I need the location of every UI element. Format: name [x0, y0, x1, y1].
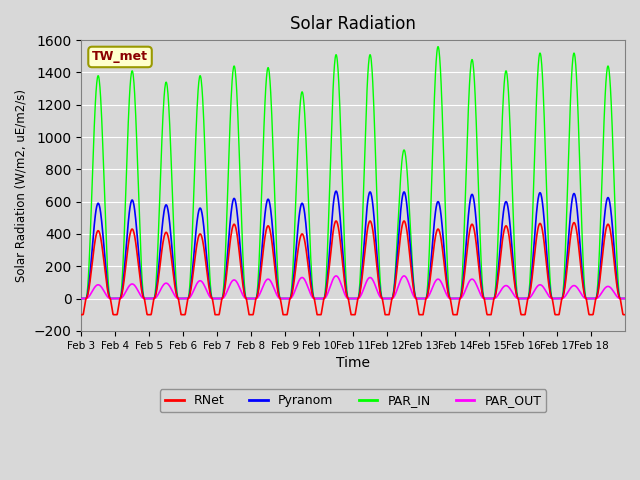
Legend: RNet, Pyranom, PAR_IN, PAR_OUT: RNet, Pyranom, PAR_IN, PAR_OUT	[160, 389, 547, 412]
X-axis label: Time: Time	[336, 356, 370, 370]
Text: TW_met: TW_met	[92, 50, 148, 63]
Y-axis label: Solar Radiation (W/m2, uE/m2/s): Solar Radiation (W/m2, uE/m2/s)	[15, 89, 28, 282]
Title: Solar Radiation: Solar Radiation	[290, 15, 416, 33]
